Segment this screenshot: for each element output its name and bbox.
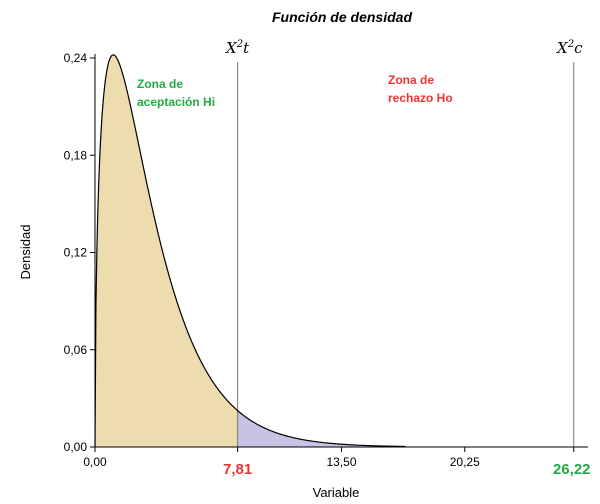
y-tick-label: 0,06: [64, 343, 88, 357]
critical-chi-label: X2t: [225, 39, 250, 57]
y-axis-label: Densidad: [18, 225, 33, 280]
x-ticks: 0,00 13,50 20,25: [83, 447, 575, 469]
y-tick-label: 0,12: [64, 246, 88, 260]
chart-title: Función de densidad: [272, 9, 412, 25]
density-curve: [94, 54, 406, 448]
critical-value-label: 7,81: [223, 461, 252, 478]
y-tick-label: 0,00: [64, 440, 88, 454]
x-tick-label: 0,00: [83, 455, 107, 469]
acceptance-zone-label: Zona de aceptación Hi: [137, 77, 215, 109]
y-tick-label: 0,18: [64, 148, 88, 162]
y-tick-label: 0,24: [64, 51, 88, 65]
x-tick-label: 20,25: [450, 455, 480, 469]
acceptance-region-area: [95, 54, 238, 448]
calculated-chi-label: X2c: [556, 39, 583, 57]
rejection-zone-label: Zona de rechazo Ho: [388, 73, 453, 105]
rejection-region-area: [237, 410, 406, 447]
x-tick-label: 13,50: [326, 455, 356, 469]
plot-fills: [95, 54, 406, 448]
calculated-value-label: 26,22: [553, 461, 591, 478]
y-ticks: 0,00 0,06 0,12 0,18 0,24: [64, 51, 95, 454]
x-axis-label: Variable: [313, 485, 360, 500]
